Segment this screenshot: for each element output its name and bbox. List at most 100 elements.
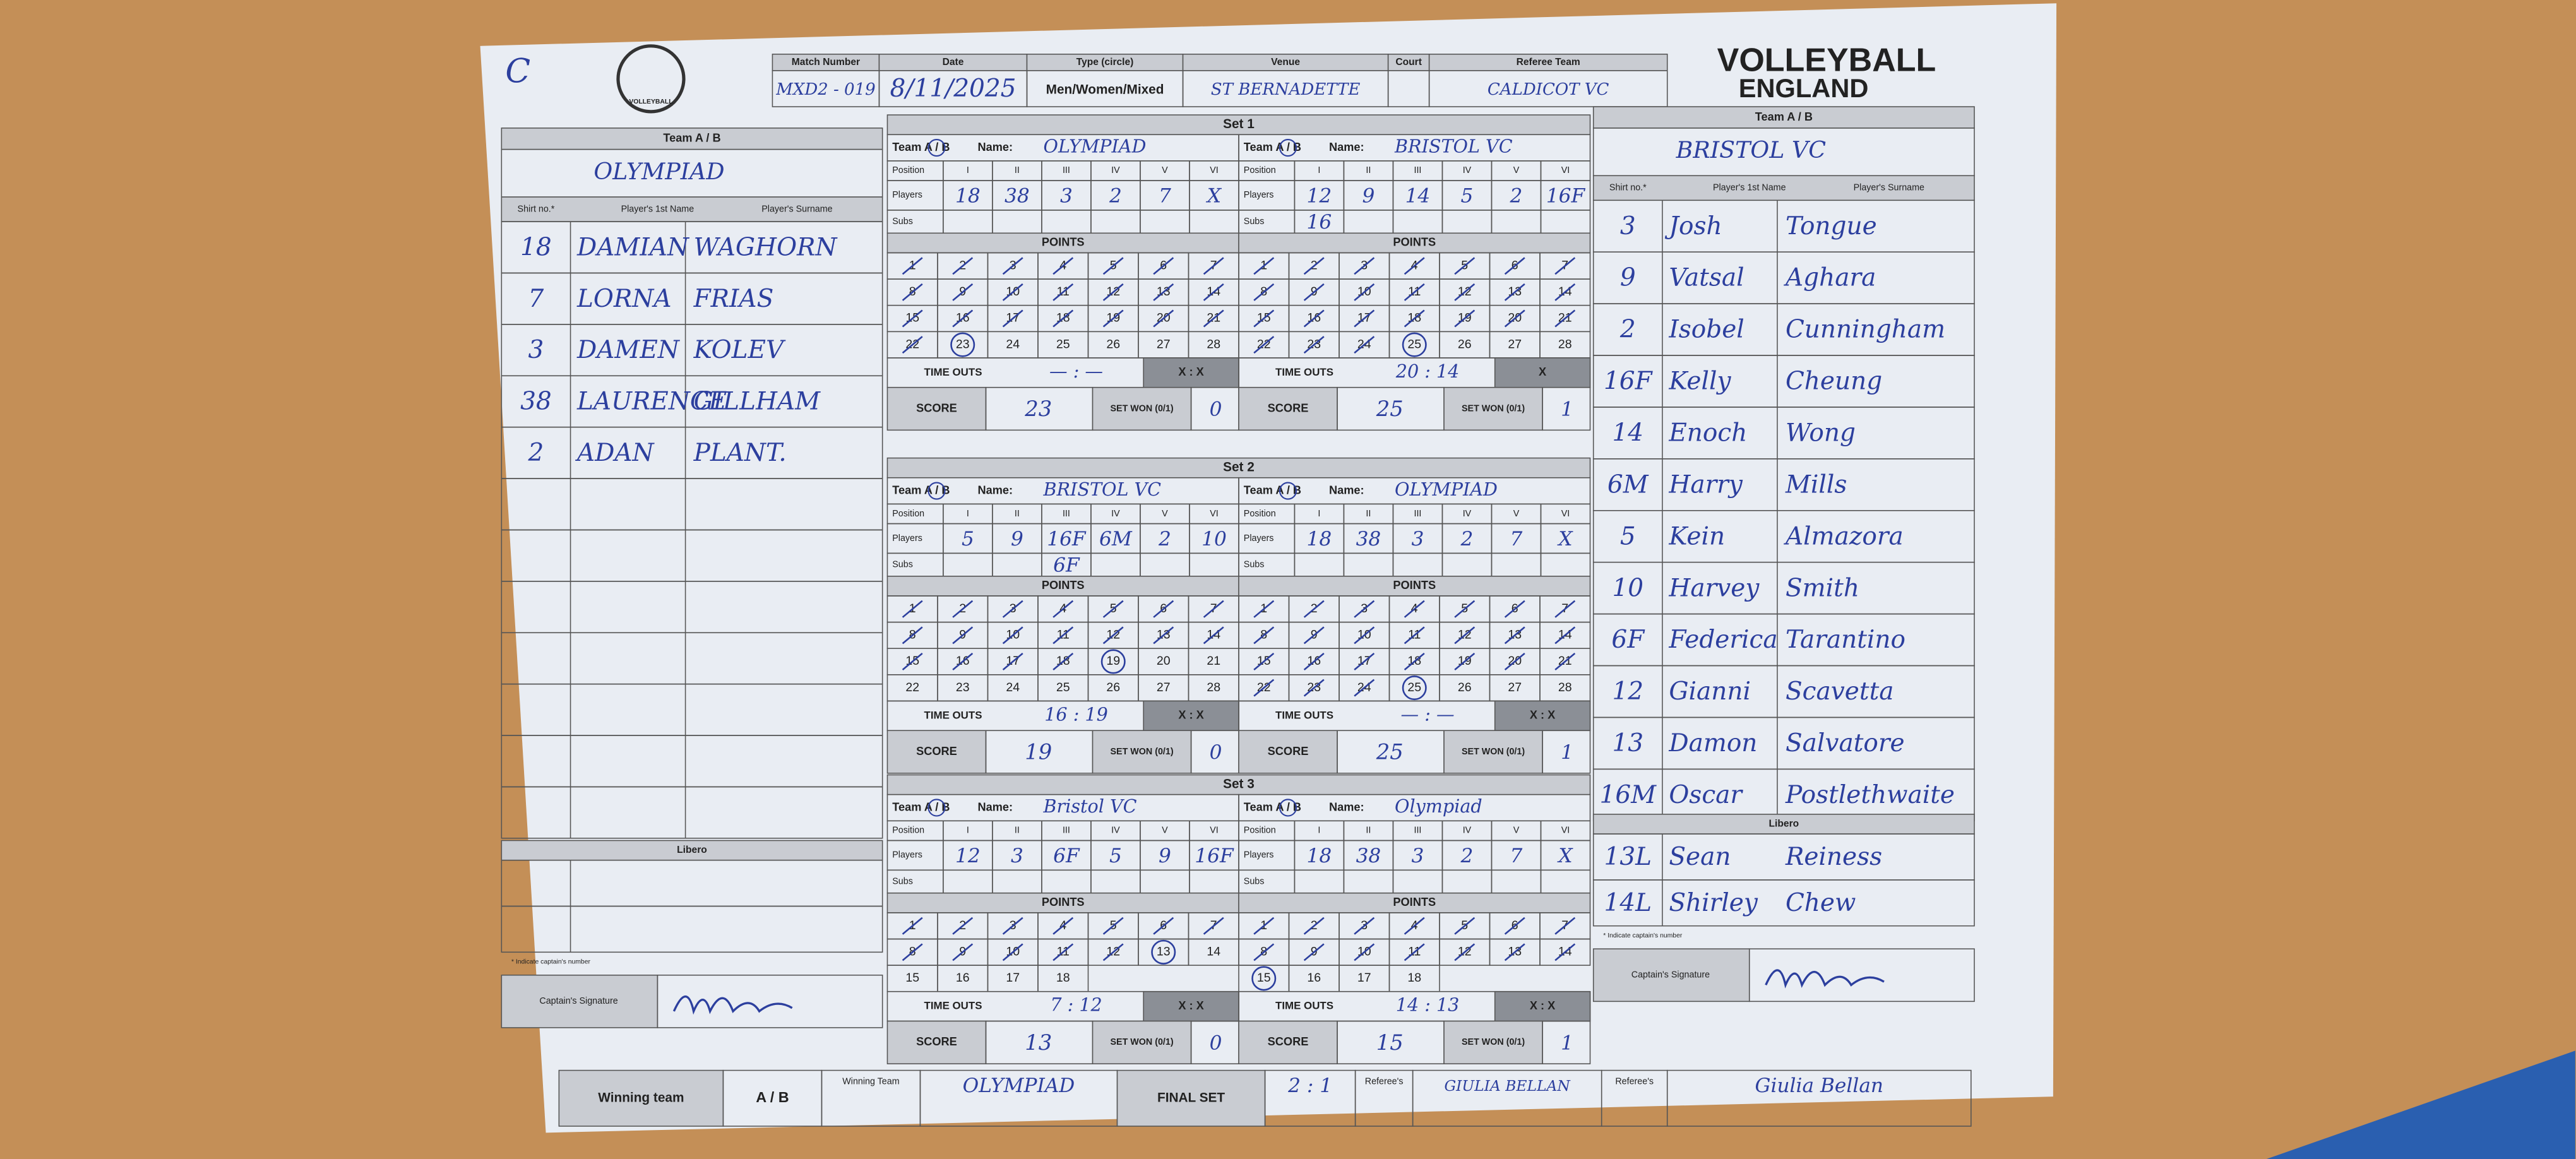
corner-mark: C [505, 53, 530, 91]
player-entry: Wong [1786, 419, 1856, 448]
point-strike [1303, 626, 1325, 645]
lineup-entry: 5 [1109, 845, 1122, 867]
column-header: Shirt no.* [1609, 183, 1647, 193]
point-number: 24 [1006, 681, 1020, 694]
point-strike [1354, 257, 1375, 275]
point-strike [1102, 626, 1124, 645]
libero-entry: Sean [1669, 843, 1731, 871]
point-strike [1504, 917, 1525, 935]
score-label: SCORE [916, 1035, 957, 1048]
point-strike [1504, 626, 1525, 645]
player-entry: Kelly [1668, 367, 1731, 396]
point-strike [1153, 626, 1174, 645]
score-value: 25 [1376, 740, 1404, 764]
player-entry: Aghara [1784, 264, 1876, 292]
row-label: Position [892, 165, 924, 175]
point-strike [1454, 653, 1476, 671]
point-strike [1554, 653, 1576, 671]
team-heading-cell [501, 128, 883, 150]
lineup-entry: 6F [1053, 554, 1080, 577]
point-strike [1002, 917, 1023, 935]
set-won-value: 1 [1561, 398, 1573, 421]
set-title: Set 1 [1223, 117, 1255, 131]
team-heading: Team A / B [1755, 110, 1813, 123]
points-heading-cell [886, 576, 1239, 597]
point-strike [902, 653, 923, 671]
point-number: 24 [1006, 337, 1020, 351]
set-title: Set 3 [1223, 777, 1255, 792]
player-entry: 12 [1612, 677, 1643, 706]
point-number: 21 [1207, 654, 1220, 668]
footer-text: A / B [756, 1089, 789, 1105]
lineup-entry: I [967, 826, 969, 836]
set-won-label-cell [1092, 1020, 1192, 1064]
point-strike [1253, 336, 1275, 354]
libero-entry: 13L [1604, 843, 1652, 871]
set-won-label: SET WON (0/1) [1111, 403, 1174, 413]
player-entry: 16F [1604, 367, 1654, 396]
point-strike [1203, 257, 1224, 275]
point-strike [1404, 309, 1425, 328]
set-won-value: 1 [1561, 1031, 1573, 1054]
point-strike [1102, 600, 1124, 618]
footer-cell [1116, 1069, 1266, 1127]
lineup-entry: III [1063, 826, 1070, 836]
set-title-cell [886, 114, 1591, 136]
point-circle [1402, 332, 1427, 357]
timeouts-value: 14 : 13 [1396, 994, 1460, 1016]
set-won-value: 0 [1210, 1031, 1222, 1054]
team-heading: Team A / B [663, 132, 720, 145]
header-value-cell [1428, 70, 1668, 107]
player-entry: Almazora [1784, 522, 1904, 550]
footer-text: Winning team [598, 1090, 684, 1105]
signature-scribble [1765, 969, 1885, 989]
point-strike [1153, 309, 1174, 328]
point-strike [952, 309, 974, 328]
lineup-entry: 9 [1363, 185, 1375, 208]
header-label-cell [1026, 54, 1184, 71]
lineup-entry: 5 [962, 528, 974, 550]
libero-entry: Chew [1786, 889, 1856, 917]
point-number: 19 [1106, 654, 1120, 668]
lineup-entry: III [1414, 165, 1421, 175]
team-circle [927, 799, 946, 817]
set-won-cell [1542, 386, 1591, 431]
points-heading: POINTS [1042, 896, 1085, 908]
lineup-entry: 16 [1307, 211, 1332, 234]
point-strike [1253, 653, 1275, 671]
point-strike [1404, 257, 1425, 275]
player-entry: Josh [1664, 212, 1722, 241]
row-label: Players [892, 190, 922, 200]
point-strike [1153, 257, 1174, 275]
point-strike [1554, 283, 1576, 301]
points-heading: POINTS [1042, 236, 1085, 249]
player-entry: GILLHAM [694, 388, 821, 416]
points-heading: POINTS [1042, 579, 1085, 591]
player-entry: Cheung [1786, 367, 1882, 396]
point-number: 26 [1106, 337, 1120, 351]
player-entry: 18 [520, 233, 552, 261]
header-label: Type (circle) [1076, 57, 1134, 68]
header-value: MXD2 - 019 [775, 80, 875, 99]
team-label: Team A / B [1244, 484, 1301, 496]
lineup-entry: 2 [1510, 185, 1523, 208]
points-heading-cell [1238, 232, 1591, 254]
player-entry: Cunningham [1786, 316, 1945, 344]
timeouts-label: TIME OUTS [924, 709, 982, 721]
point-strike [1253, 679, 1275, 697]
footer-text: 2 : 1 [1287, 1074, 1332, 1097]
point-strike [1454, 257, 1476, 275]
team-label: Team A / B [892, 141, 950, 153]
lineup-entry: 12 [955, 845, 981, 867]
point-strike [1002, 257, 1023, 275]
point-strike [1002, 283, 1023, 301]
blocked-mark: X : X [1530, 999, 1555, 1012]
point-number: 28 [1207, 681, 1220, 694]
lineup-entry: 2 [1460, 845, 1474, 867]
point-strike [1303, 917, 1325, 935]
point-strike [902, 309, 923, 328]
team-name: BRISTOL VC [1676, 136, 1827, 163]
footer-text: GIULIA BELLAN [1444, 1077, 1571, 1095]
captain-note: * Indicate captain's number [511, 959, 591, 966]
player-entry: Tongue [1786, 212, 1877, 241]
